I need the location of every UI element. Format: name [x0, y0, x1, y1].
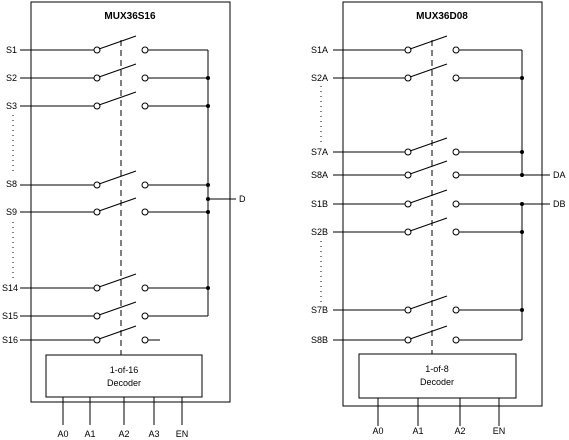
- input-label: S8: [6, 179, 17, 189]
- input-label: S14: [2, 283, 18, 293]
- mux36s16-package-outline: [30, 1, 231, 403]
- control-label: A2: [454, 426, 465, 436]
- control-pins: [377, 398, 500, 426]
- output-label: DB: [553, 199, 566, 209]
- input-label: S1B: [311, 199, 328, 209]
- mux36s16-diagram: MUX36S16 S1 S2 S3 S8 S9 S14 S15 S16: [2, 1, 246, 439]
- input-label: S3: [6, 101, 17, 111]
- control-label: A2: [118, 429, 129, 439]
- output-label: DA: [553, 170, 566, 180]
- input-label: S9: [6, 207, 17, 217]
- control-label: A0: [57, 429, 68, 439]
- mux36s16-title: MUX36S16: [104, 11, 156, 22]
- switch-rows: [20, 35, 208, 344]
- control-label: A1: [84, 429, 95, 439]
- decoder-label: 1-of-16: [110, 365, 139, 375]
- decoder-label: Decoder: [420, 377, 454, 387]
- input-label: S2: [6, 73, 17, 83]
- input-label: S1A: [311, 45, 328, 55]
- input-label: S16: [2, 335, 18, 345]
- input-label: S2B: [311, 227, 328, 237]
- input-label: S7A: [311, 147, 328, 157]
- input-label: S7B: [311, 305, 328, 315]
- input-label: S8A: [311, 170, 328, 180]
- mux36d08-title: MUX36D08: [416, 11, 468, 22]
- output-label: D: [239, 194, 246, 204]
- control-label: A0: [372, 426, 383, 436]
- decoder-block: [45, 354, 203, 398]
- control-label: A3: [148, 429, 159, 439]
- input-label: S15: [2, 311, 18, 321]
- mux36d08-diagram: MUX36D08 S1A S2A S7A S8A S1B S2B S7B S8B: [311, 1, 566, 436]
- control-label: A1: [412, 426, 423, 436]
- switch-rows: [333, 35, 522, 344]
- control-label: EN: [176, 429, 189, 439]
- decoder-label: 1-of-8: [425, 364, 449, 374]
- decoder-block: [358, 353, 517, 399]
- control-label: EN: [493, 426, 506, 436]
- input-label: S8B: [311, 335, 328, 345]
- control-pins: [62, 397, 183, 425]
- decoder-label: Decoder: [107, 378, 141, 388]
- input-label: S1: [6, 45, 17, 55]
- input-label: S2A: [311, 73, 328, 83]
